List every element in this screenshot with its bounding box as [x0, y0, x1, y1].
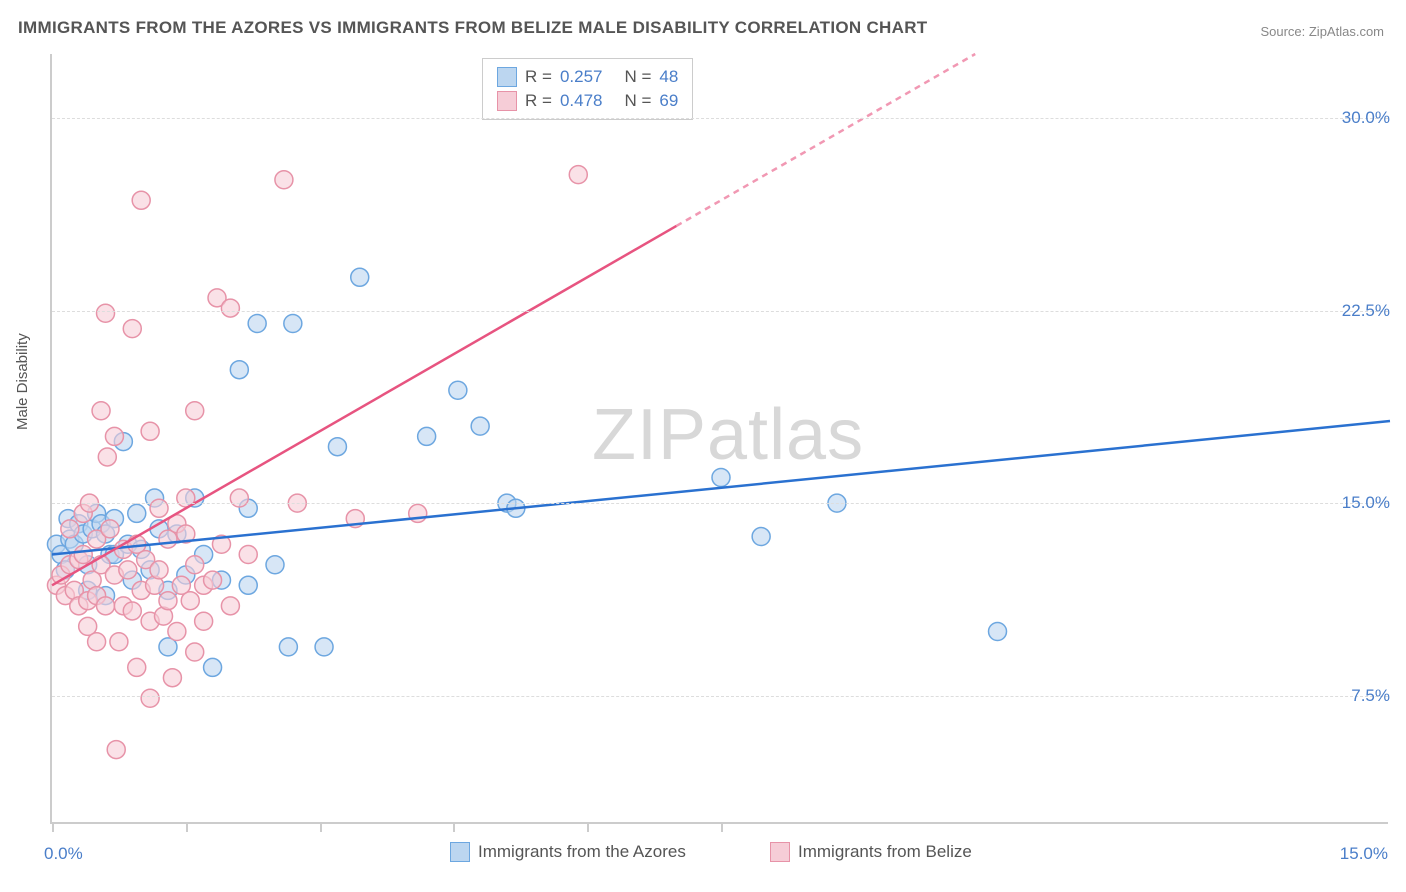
y-tick-label: 30.0%	[1342, 108, 1390, 128]
trend-line-belize-dashed	[676, 54, 975, 226]
data-point	[123, 320, 141, 338]
data-point	[279, 638, 297, 656]
data-point	[418, 427, 436, 445]
data-point	[110, 633, 128, 651]
legend-bottom-azores: Immigrants from the Azores	[450, 842, 686, 862]
legend-label-azores: Immigrants from the Azores	[478, 842, 686, 862]
y-tick-label: 22.5%	[1342, 301, 1390, 321]
swatch-azores-icon	[450, 842, 470, 862]
data-point	[128, 504, 146, 522]
data-point	[712, 469, 730, 487]
data-point	[449, 381, 467, 399]
legend-label-belize: Immigrants from Belize	[798, 842, 972, 862]
x-tick	[453, 822, 455, 832]
data-point	[159, 592, 177, 610]
data-point	[98, 448, 116, 466]
data-point	[168, 623, 186, 641]
data-point	[221, 597, 239, 615]
x-tick	[587, 822, 589, 832]
data-point	[230, 489, 248, 507]
data-point	[239, 546, 257, 564]
source-label: Source: ZipAtlas.com	[1260, 24, 1384, 39]
data-point	[119, 561, 137, 579]
chart-title: IMMIGRANTS FROM THE AZORES VS IMMIGRANTS…	[18, 18, 927, 38]
y-tick-label: 15.0%	[1342, 493, 1390, 513]
data-point	[239, 576, 257, 594]
x-tick-min: 0.0%	[44, 844, 83, 864]
data-point	[752, 528, 770, 546]
x-tick	[52, 822, 54, 832]
data-point	[186, 556, 204, 574]
x-tick	[320, 822, 322, 832]
data-point	[92, 402, 110, 420]
data-point	[150, 499, 168, 517]
data-point	[163, 669, 181, 687]
data-point	[181, 592, 199, 610]
data-point	[204, 571, 222, 589]
legend-stats: R = 0.257 N = 48 R = 0.478 N = 69	[482, 58, 693, 120]
data-point	[266, 556, 284, 574]
grid-line	[52, 503, 1388, 504]
data-point	[248, 315, 266, 333]
r-value-azores: 0.257	[560, 67, 603, 87]
data-point	[315, 638, 333, 656]
data-point	[107, 741, 125, 759]
data-point	[284, 315, 302, 333]
r-label: R =	[525, 91, 552, 111]
swatch-belize-icon	[770, 842, 790, 862]
data-point	[97, 304, 115, 322]
n-label: N =	[624, 67, 651, 87]
chart-svg	[52, 54, 1388, 822]
legend-stats-row-azores: R = 0.257 N = 48	[497, 65, 678, 89]
legend-bottom-belize: Immigrants from Belize	[770, 842, 972, 862]
grid-line	[52, 118, 1388, 119]
data-point	[97, 597, 115, 615]
data-point	[204, 658, 222, 676]
data-point	[569, 166, 587, 184]
data-point	[132, 191, 150, 209]
grid-line	[52, 311, 1388, 312]
data-point	[221, 299, 239, 317]
data-point	[275, 171, 293, 189]
x-tick	[721, 822, 723, 832]
n-label: N =	[624, 91, 651, 111]
data-point	[328, 438, 346, 456]
chart-container: IMMIGRANTS FROM THE AZORES VS IMMIGRANTS…	[0, 0, 1406, 892]
data-point	[186, 402, 204, 420]
x-tick-max: 15.0%	[1340, 844, 1388, 864]
data-point	[128, 658, 146, 676]
n-value-belize: 69	[659, 91, 678, 111]
data-point	[105, 427, 123, 445]
r-value-belize: 0.478	[560, 91, 603, 111]
data-point	[141, 422, 159, 440]
data-point	[150, 561, 168, 579]
swatch-azores-icon	[497, 67, 517, 87]
x-tick	[186, 822, 188, 832]
swatch-belize-icon	[497, 91, 517, 111]
trend-line-azores	[52, 421, 1390, 554]
data-point	[101, 520, 119, 538]
data-point	[61, 520, 79, 538]
data-point	[989, 623, 1007, 641]
plot-area: ZIPatlas R = 0.257 N = 48 R = 0.478 N = …	[50, 54, 1388, 824]
data-point	[230, 361, 248, 379]
data-point	[471, 417, 489, 435]
r-label: R =	[525, 67, 552, 87]
data-point	[195, 612, 213, 630]
data-point	[74, 546, 92, 564]
grid-line	[52, 696, 1388, 697]
y-tick-label: 7.5%	[1351, 686, 1390, 706]
data-point	[186, 643, 204, 661]
y-axis-label: Male Disability	[14, 333, 31, 430]
legend-stats-row-belize: R = 0.478 N = 69	[497, 89, 678, 113]
data-point	[141, 689, 159, 707]
data-point	[88, 633, 106, 651]
n-value-azores: 48	[659, 67, 678, 87]
data-point	[123, 602, 141, 620]
data-point	[351, 268, 369, 286]
